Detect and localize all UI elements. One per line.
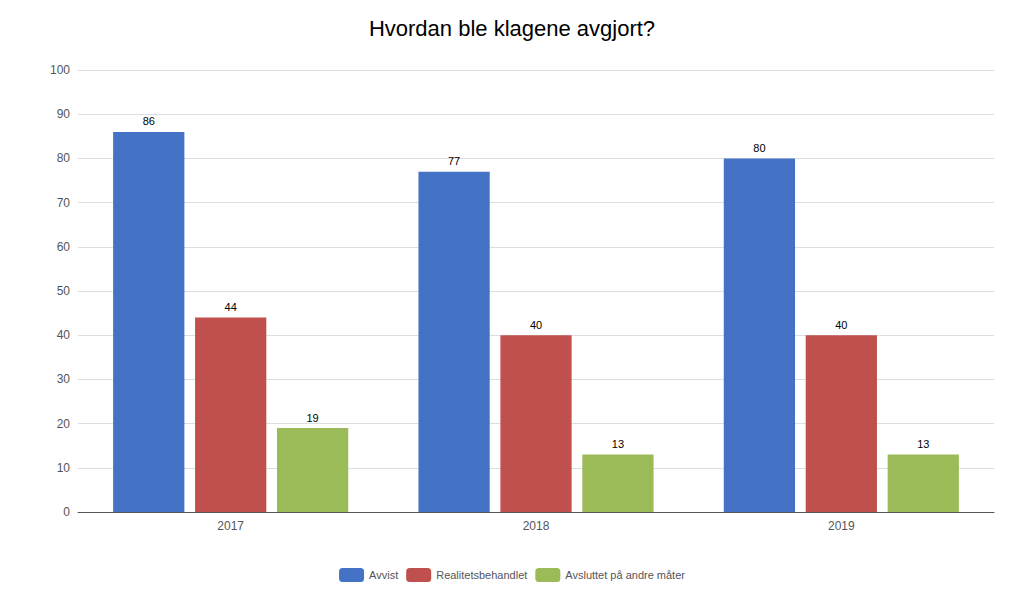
svg-text:100: 100 [50, 63, 70, 77]
svg-text:0: 0 [63, 505, 70, 519]
svg-text:20: 20 [57, 417, 71, 431]
svg-text:2017: 2017 [217, 519, 244, 533]
svg-text:80: 80 [753, 142, 765, 154]
svg-text:2019: 2019 [828, 519, 855, 533]
svg-text:77: 77 [448, 155, 460, 167]
svg-text:60: 60 [57, 240, 71, 254]
svg-text:40: 40 [57, 328, 71, 342]
svg-text:44: 44 [225, 301, 237, 313]
svg-text:13: 13 [917, 438, 929, 450]
svg-text:86: 86 [143, 115, 155, 127]
svg-text:Realitetsbehandlet: Realitetsbehandlet [436, 569, 527, 581]
svg-text:19: 19 [306, 412, 318, 424]
svg-text:10: 10 [57, 461, 71, 475]
svg-text:Avsluttet på andre måter: Avsluttet på andre måter [565, 569, 685, 581]
svg-text:Hvordan ble klagene avgjort?: Hvordan ble klagene avgjort? [369, 16, 655, 41]
svg-text:2018: 2018 [523, 519, 550, 533]
svg-text:70: 70 [57, 196, 71, 210]
svg-text:13: 13 [612, 438, 624, 450]
svg-text:90: 90 [57, 107, 71, 121]
svg-text:40: 40 [835, 319, 847, 331]
svg-text:30: 30 [57, 372, 71, 386]
svg-text:50: 50 [57, 284, 71, 298]
svg-text:40: 40 [530, 319, 542, 331]
svg-text:Avvist: Avvist [369, 569, 398, 581]
svg-text:80: 80 [57, 151, 71, 165]
